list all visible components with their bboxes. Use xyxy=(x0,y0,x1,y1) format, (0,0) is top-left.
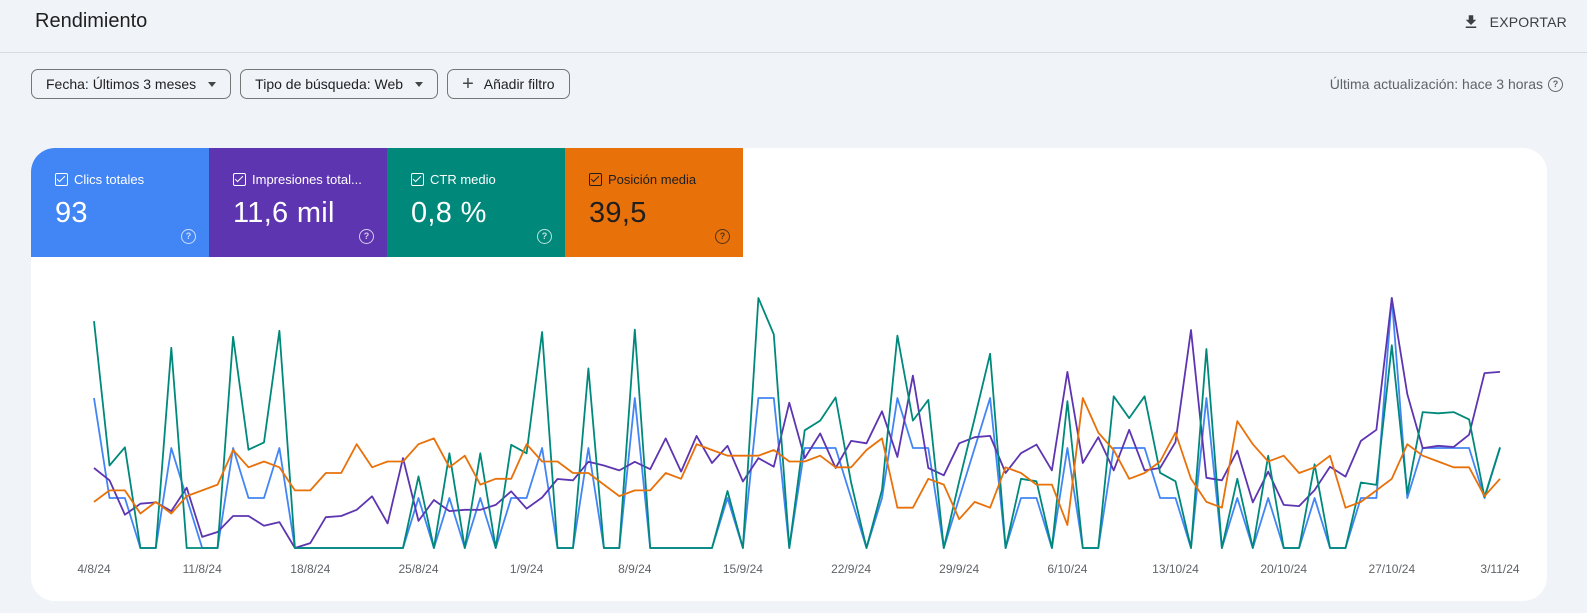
metric-value: 0,8 % xyxy=(411,197,487,229)
plus-icon: + xyxy=(462,73,474,95)
x-tick-label: 11/8/24 xyxy=(183,562,222,576)
checkbox-checked-icon xyxy=(55,173,68,186)
help-circle-icon[interactable]: ? xyxy=(1548,76,1563,92)
help-circle-icon[interactable]: ? xyxy=(537,229,552,244)
metric-value: 11,6 mil xyxy=(233,197,335,229)
metric-value: 93 xyxy=(55,197,88,229)
metric-tile-impressions[interactable]: Impresiones total... 11,6 mil ? xyxy=(209,148,387,257)
export-button[interactable]: EXPORTAR xyxy=(1462,8,1567,36)
x-tick-label: 25/8/24 xyxy=(398,562,438,576)
search-type-filter-chip[interactable]: Tipo de búsqueda: Web xyxy=(240,69,439,99)
metric-label: CTR medio xyxy=(430,172,496,187)
performance-chart: 4/8/24 11/8/24 18/8/24 25/8/24 1/9/24 8/9/24 1… xyxy=(77,297,1520,576)
download-icon xyxy=(1465,15,1476,28)
metric-label: Impresiones total... xyxy=(252,172,362,187)
metric-tile-ctr[interactable]: CTR medio 0,8 % ? xyxy=(387,148,565,257)
checkbox-checked-icon xyxy=(411,173,424,186)
help-circle-icon[interactable]: ? xyxy=(359,229,374,244)
x-tick-label: 6/10/24 xyxy=(1047,562,1087,576)
x-tick-label: 18/8/24 xyxy=(290,562,330,576)
series-line-4 xyxy=(93,397,1501,526)
search-type-filter-label: Tipo de búsqueda: Web xyxy=(255,76,404,92)
export-label: EXPORTAR xyxy=(1489,14,1567,30)
filter-bar: Fecha: Últimos 3 meses Tipo de búsqueda:… xyxy=(31,69,570,99)
add-filter-label: Añadir filtro xyxy=(483,76,555,92)
help-circle-icon[interactable]: ? xyxy=(181,229,196,244)
series-line-1 xyxy=(93,297,1501,549)
last-update: Última actualización: hace 3 horas ? xyxy=(1330,76,1563,92)
page-header: Rendimiento EXPORTAR xyxy=(0,0,1587,53)
help-circle-icon[interactable]: ? xyxy=(715,229,730,244)
x-tick-label: 3/11/24 xyxy=(1480,562,1519,576)
date-filter-chip[interactable]: Fecha: Últimos 3 meses xyxy=(31,69,232,99)
x-tick-label: 1/9/24 xyxy=(510,562,544,576)
metric-tile-position[interactable]: Posición media 39,5 ? xyxy=(565,148,743,257)
series-line-3 xyxy=(93,297,1501,549)
checkbox-checked-icon xyxy=(589,173,602,186)
metric-tile-clicks[interactable]: Clics totales 93 ? xyxy=(31,148,209,257)
metric-value: 39,5 xyxy=(589,197,647,229)
metric-label: Posición media xyxy=(608,172,697,187)
checkbox-checked-icon xyxy=(233,173,246,186)
x-tick-label: 13/10/24 xyxy=(1152,562,1199,576)
page-title: Rendimiento xyxy=(35,10,148,32)
add-filter-button[interactable]: + Añadir filtro xyxy=(447,69,570,99)
caret-down-icon xyxy=(415,81,424,87)
caret-down-icon xyxy=(208,81,217,87)
metric-label: Clics totales xyxy=(74,172,145,187)
metric-tiles: Clics totales 93 ? Impresiones total... … xyxy=(31,148,743,257)
x-tick-label: 27/10/24 xyxy=(1368,562,1415,576)
date-filter-label: Fecha: Últimos 3 meses xyxy=(46,76,197,92)
x-tick-label: 15/9/24 xyxy=(723,562,763,576)
performance-card: 4/8/24 11/8/24 18/8/24 25/8/24 1/9/24 8/9/24 1… xyxy=(31,148,1547,601)
x-tick-label: 8/9/24 xyxy=(618,562,652,576)
last-update-text: Última actualización: hace 3 horas xyxy=(1329,76,1543,92)
x-tick-label: 29/9/24 xyxy=(939,562,979,576)
x-tick-label: 20/10/24 xyxy=(1260,562,1307,576)
series-line-2 xyxy=(93,297,1501,549)
x-tick-label: 22/9/24 xyxy=(831,562,871,576)
x-tick-label: 4/8/24 xyxy=(77,562,111,576)
